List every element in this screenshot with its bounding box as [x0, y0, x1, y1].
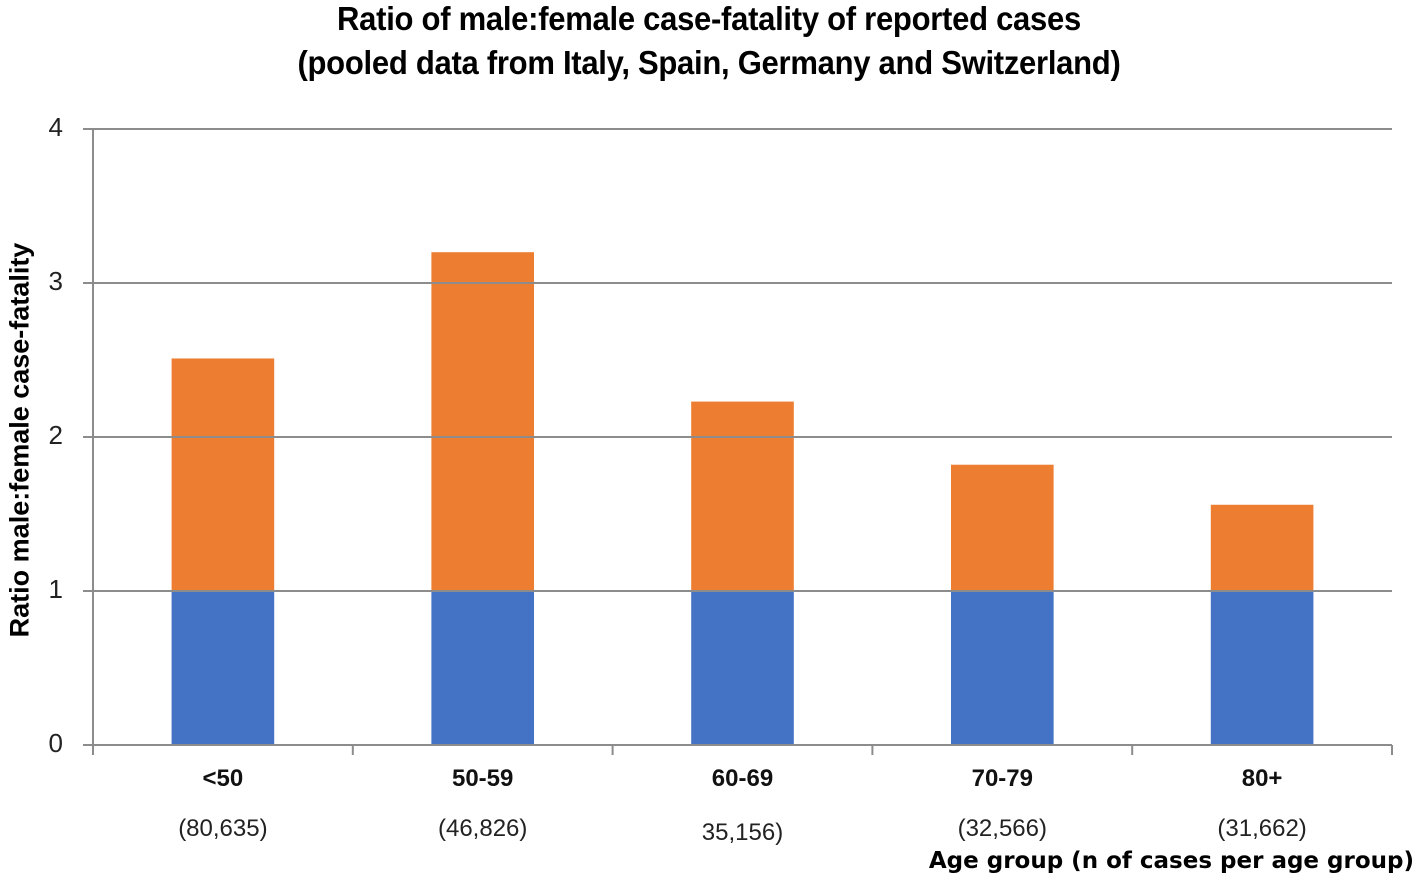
bar-excess-1 [431, 252, 535, 591]
bar-baseline-3 [950, 591, 1054, 745]
bar-baseline-1 [431, 591, 535, 745]
y-tick-label: 3 [48, 266, 63, 296]
x-tick-label: 50-59 [451, 765, 514, 792]
x-case-count-label: 35,156) [701, 819, 784, 846]
y-tick-label: 4 [48, 112, 63, 142]
x-case-count-label: (31,662) [1217, 815, 1307, 842]
bar-excess-3 [950, 464, 1054, 591]
y-tick-label: 0 [48, 728, 63, 758]
y-tick-label: 2 [48, 420, 63, 450]
chart-title: Ratio of male:female case-fatality of re… [337, 0, 1081, 37]
bar-baseline-2 [691, 591, 794, 745]
x-axis-label: Age group (n of cases per age group) [928, 848, 1414, 874]
x-tick-label: <50 [202, 765, 244, 792]
x-tick-label: 70-79 [971, 765, 1033, 792]
bar-excess-4 [1210, 504, 1314, 591]
bar-excess-2 [691, 401, 794, 591]
x-tick-label: 80+ [1241, 765, 1283, 792]
x-tick-label: 60-69 [711, 765, 774, 792]
y-tick-label: 1 [48, 574, 63, 604]
x-case-count-label: (32,566) [957, 815, 1047, 842]
bar-excess-0 [171, 358, 275, 591]
chart-subtitle: (pooled data from Italy, Spain, Germany … [297, 44, 1121, 81]
x-case-count-label: (46,826) [437, 815, 528, 842]
x-case-count-label: (80,635) [178, 815, 268, 842]
bar-baseline-4 [1210, 591, 1314, 745]
bar-baseline-0 [171, 591, 275, 745]
